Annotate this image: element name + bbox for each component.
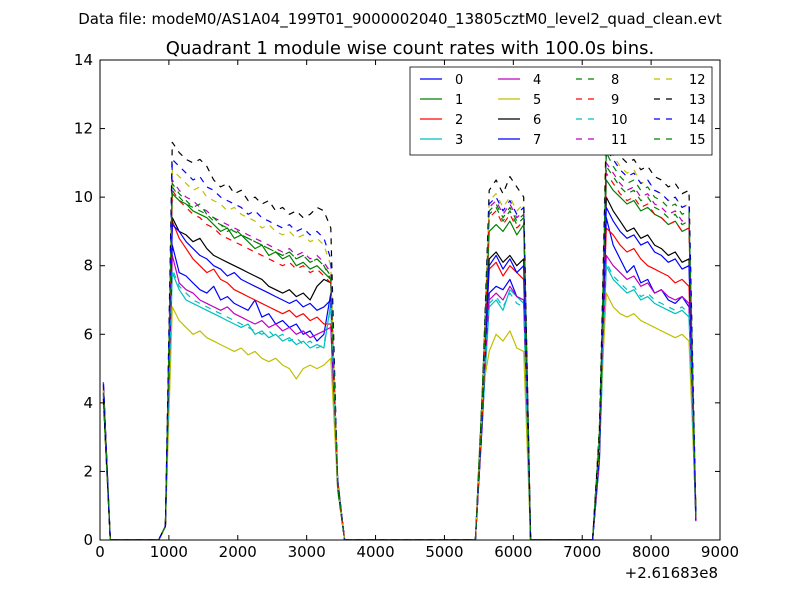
- y-tick-label: 0: [83, 531, 93, 549]
- y-tick-label: 2: [83, 462, 93, 480]
- series-line-8: [102, 165, 697, 540]
- x-tick-label: 7000: [563, 543, 601, 561]
- x-tick-label: 9000: [701, 543, 739, 561]
- series-line-9: [102, 172, 697, 540]
- legend-label-11: 11: [611, 133, 628, 148]
- x-tick-label: 1000: [150, 543, 188, 561]
- series-line-4: [102, 254, 697, 540]
- figure-suptitle: Data file: modeM0/AS1A04_199T01_90000020…: [78, 10, 722, 29]
- x-tick-label: 0: [95, 543, 105, 561]
- y-tick-label: 8: [83, 257, 93, 275]
- legend-label-4: 4: [533, 73, 541, 88]
- y-tick-label: 10: [74, 188, 93, 206]
- legend-label-13: 13: [689, 93, 706, 108]
- series-line-10: [102, 261, 697, 540]
- series-line-2: [102, 220, 697, 540]
- y-tick-label: 12: [74, 120, 93, 138]
- plot-series-layer: [102, 110, 697, 540]
- plot-frame: [99, 59, 721, 541]
- x-tick-label: 5000: [425, 543, 463, 561]
- series-line-11: [102, 162, 697, 540]
- x-axis-offset-label: +2.61683e8: [625, 564, 718, 582]
- legend-label-7: 7: [533, 133, 541, 148]
- x-tick-label: 6000: [494, 543, 532, 561]
- legend-box: [409, 66, 713, 156]
- axis-ticks: 0 1000 2000 3000 4000 5000 6000 7000 8000 9000 0 2 4…: [74, 51, 739, 561]
- x-tick-label: 3000: [288, 543, 326, 561]
- x-tick-label: 4000: [356, 543, 394, 561]
- legend-label-9: 9: [611, 93, 619, 108]
- legend-label-6: 6: [533, 113, 541, 128]
- series-line-14: [102, 148, 697, 540]
- chart-title: Quadrant 1 module wise count rates with …: [166, 38, 655, 59]
- y-tick-label: 14: [74, 51, 93, 69]
- legend-label-1: 1: [455, 93, 463, 108]
- legend-label-3: 3: [455, 133, 463, 148]
- legend-label-5: 5: [533, 93, 541, 108]
- series-line-7: [102, 206, 697, 540]
- x-tick-label: 8000: [632, 543, 670, 561]
- legend-label-15: 15: [689, 133, 706, 148]
- series-line-5: [102, 292, 697, 540]
- legend-label-0: 0: [455, 73, 463, 88]
- y-tick-label: 4: [83, 394, 93, 412]
- series-line-15: [102, 152, 697, 540]
- legend-label-10: 10: [611, 113, 628, 128]
- legend-label-12: 12: [689, 73, 706, 88]
- x-tick-label: 2000: [219, 543, 257, 561]
- legend-label-2: 2: [455, 113, 463, 128]
- legend-label-14: 14: [689, 113, 706, 128]
- y-tick-label: 6: [83, 325, 93, 343]
- series-line-13: [102, 134, 697, 540]
- legend-label-8: 8: [611, 73, 619, 88]
